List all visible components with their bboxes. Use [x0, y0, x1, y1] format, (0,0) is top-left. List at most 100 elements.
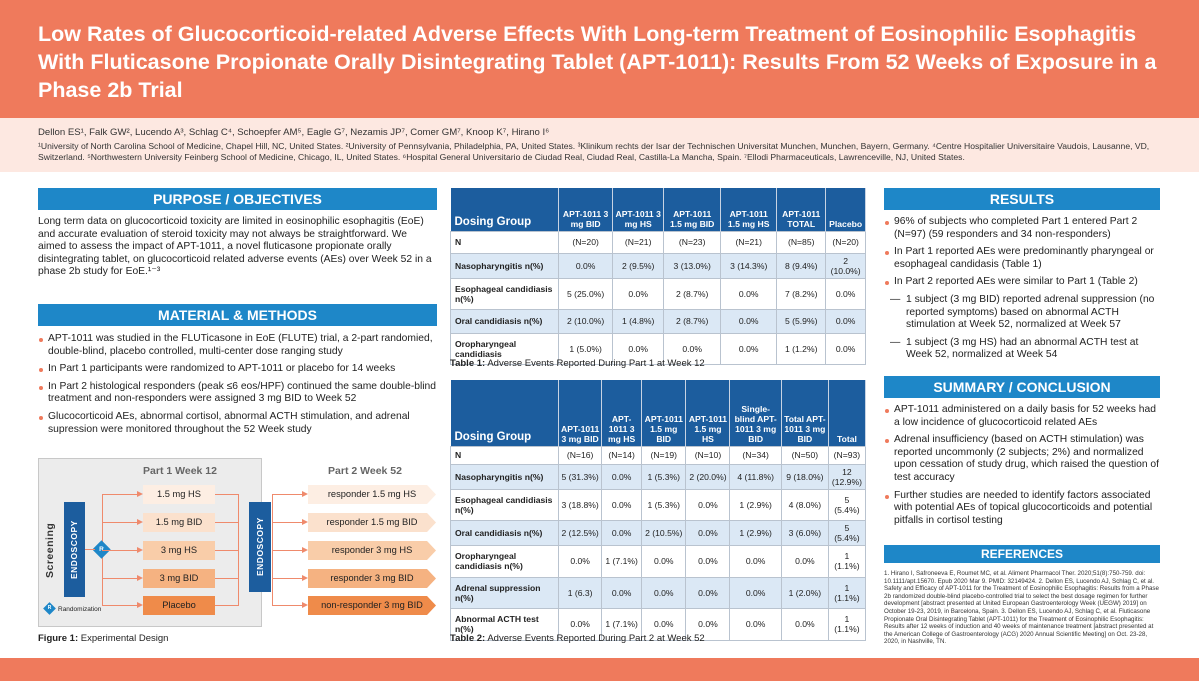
table-cell: 4 (8.0%) [780, 488, 829, 521]
table-cell: 1 (2.9%) [729, 488, 782, 521]
column-header: APT-1011 1.5 mg HS [720, 188, 778, 231]
arm-box: 1.5 mg BID [143, 513, 215, 532]
arm-out-line [215, 605, 238, 606]
table-cell: (N=20) [557, 230, 614, 254]
references-text: 1. Hirano I, Safroneeva E, Roumet MC, et… [884, 570, 1159, 646]
arm-box: Placebo [143, 596, 215, 615]
references-heading: REFERENCES [884, 545, 1160, 563]
table-cell: 0.0% [685, 607, 731, 641]
table-cell: 1 (4.8%) [612, 308, 665, 334]
table-cell: (N=19) [641, 445, 687, 465]
bullet-item: APT-1011 administered on a daily basis f… [884, 404, 1160, 429]
column-header: APT-1011 3 mg BID [558, 188, 614, 231]
table-cell: 12 (12.9%) [827, 463, 867, 490]
table-cell: 1 (1.1%) [827, 607, 867, 641]
table-cell: 3 (13.0%) [663, 252, 722, 279]
caption-text: Adverse Events Reported During Part 2 at… [485, 633, 705, 644]
table-cell: 0.0% [685, 519, 731, 546]
outcome-arrow: responder 1.5 mg HS [308, 485, 436, 504]
column-header: Total APT-1011 3 mg BID [781, 380, 829, 446]
column-header: APT-1011 1.5 mg HS [685, 380, 731, 446]
row-label: Nasopharyngitis n(%) [450, 252, 559, 279]
table-cell: 0.0% [685, 544, 731, 578]
table-row: Nasopharyngitis n(%) 0.0% 2 (9.5%) 3 (13.0%… [450, 252, 866, 279]
bullet-item: Further studies are needed to identify f… [884, 490, 1160, 528]
table-cell: 0.0% [557, 544, 603, 578]
table-cell: 1 (1.2%) [776, 332, 827, 365]
table-cell: 0.0% [825, 308, 866, 334]
table-row: N (N=16) (N=14) (N=19) (N=10) (N=34) (N=50) (N=… [450, 445, 867, 465]
column-header: APT-1011 1.5 mg BID [663, 188, 722, 231]
bullet-item: In Part 1 participants were randomized t… [38, 363, 437, 376]
table-2-caption: Table 2: Adverse Events Reported During … [450, 633, 705, 644]
caption-text: Adverse Events Reported During Part 1 at… [485, 358, 705, 369]
arrow-icon [137, 519, 143, 525]
table-cell: 1 (5.0%) [557, 332, 614, 365]
table-cell: 5 (25.0%) [557, 277, 614, 310]
row-label: Nasopharyngitis n(%) [450, 463, 559, 490]
outcome-line [272, 578, 302, 579]
summary-heading: SUMMARY / CONCLUSION [884, 376, 1160, 398]
part1-label: Part 1 Week 12 [143, 465, 217, 477]
table-cell: 8 (9.4%) [776, 252, 827, 279]
table-cell: (N=21) [720, 230, 778, 254]
arrow-icon [137, 575, 143, 581]
part2-label: Part 2 Week 52 [328, 465, 402, 477]
table-cell: 0.0% [825, 277, 866, 310]
table-cell: 1 (5.3%) [641, 488, 687, 521]
endoscopy-bar-2: ENDOSCOPY [249, 502, 271, 592]
table-row: Nasopharyngitis n(%) 5 (31.3%) 0.0% 1 (5.3%… [450, 463, 867, 490]
row-label: Oral candidiasis n(%) [450, 519, 559, 546]
table-cell: 1 (7.1%) [601, 544, 643, 578]
arm-box: 1.5 mg HS [143, 485, 215, 504]
caption-label: Table 1: [450, 358, 486, 369]
table-cell: 0.0% [663, 332, 722, 365]
header-row: Dosing Group APT-1011 3 mg BID APT-1011 3 … [450, 380, 867, 446]
table-cell: 1 (5.3%) [641, 463, 687, 490]
column-header: Dosing Group [450, 380, 559, 446]
table-cell: (N=16) [557, 445, 603, 465]
table-cell: (N=21) [612, 230, 665, 254]
table-cell: 0.0% [720, 332, 778, 365]
table-cell: 9 (18.0%) [780, 463, 829, 490]
table-cell: (N=14) [601, 445, 643, 465]
merge-line [238, 494, 239, 606]
column-header: APT-1011 3 mg HS [601, 380, 643, 446]
poster-title: Low Rates of Glucocorticoid-related Adve… [38, 22, 1157, 102]
table-cell: 0.0% [729, 544, 782, 578]
column-header: Placebo [825, 188, 866, 231]
caption-label: Figure 1: [38, 633, 79, 644]
table-cell: (N=93) [827, 445, 867, 465]
table-cell: 3 (6.0%) [780, 519, 829, 546]
summary-list: APT-1011 administered on a daily basis f… [884, 404, 1160, 532]
endoscopy-bar-1: ENDOSCOPY [64, 502, 85, 597]
bullet-item: In Part 1 reported AEs were predominantl… [884, 246, 1160, 271]
table-cell: 0.0% [729, 576, 782, 609]
table-row: Esophageal candidiasis n(%) 5 (25.0%) 0.0%… [450, 277, 866, 310]
connector [85, 549, 95, 550]
table-cell: (N=23) [663, 230, 722, 254]
table-cell: 0.0% [557, 607, 603, 641]
table-cell: 1 (2.9%) [729, 519, 782, 546]
row-label: Oropharyngeal candidiasis [450, 332, 559, 365]
table-row: Abnormal ACTH test n(%) 0.0% 1 (7.1%) 0.0% 0… [450, 607, 867, 641]
bullet-item: Adrenal insufficiency (based on ACTH sti… [884, 434, 1160, 484]
methods-heading: MATERIAL & METHODS [38, 304, 437, 326]
poster-header: Low Rates of Glucocorticoid-related Adve… [0, 0, 1199, 118]
table-cell: 0.0% [601, 488, 643, 521]
arm-out-line [215, 522, 238, 523]
table-cell: 4 (11.8%) [729, 463, 782, 490]
outcome-arrow: responder 3 mg HS [308, 541, 436, 560]
arrow-icon [302, 602, 308, 608]
authors: Dellon ES¹, Falk GW², Lucendo A³, Schlag… [38, 127, 550, 138]
table-cell: 0.0% [557, 252, 614, 279]
table-cell: 0.0% [601, 576, 643, 609]
caption-text: Experimental Design [78, 633, 169, 644]
outcome-arrow: responder 1.5 mg BID [308, 513, 436, 532]
row-label: Esophageal candidiasis n(%) [450, 488, 559, 521]
table-cell: 0.0% [685, 576, 731, 609]
table-cell: 0.0% [780, 607, 829, 641]
column-header: APT-1011 3 mg BID [558, 380, 603, 446]
arm-line [102, 578, 138, 579]
table-cell: 0.0% [641, 544, 687, 578]
